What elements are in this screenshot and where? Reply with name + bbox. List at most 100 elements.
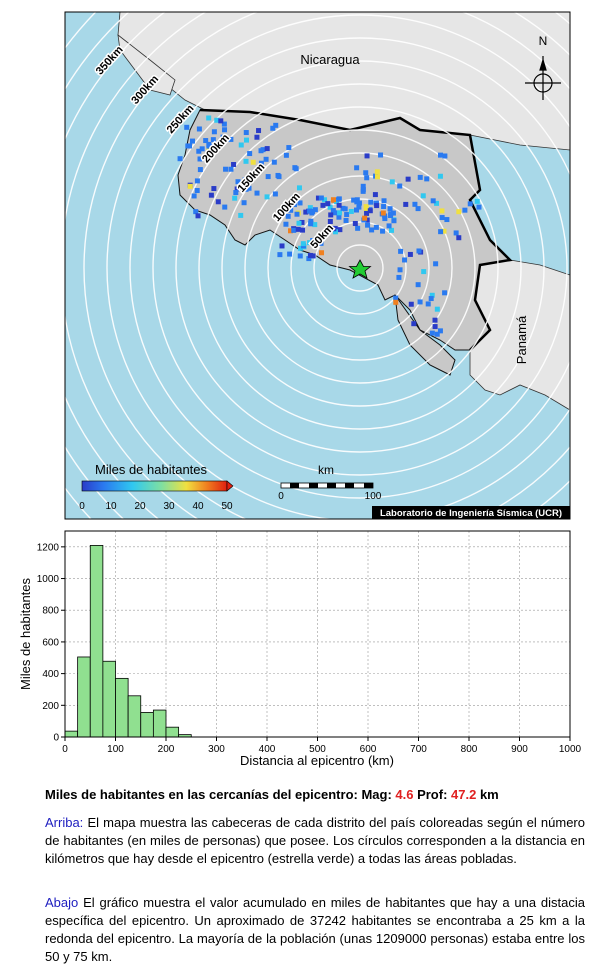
y-tick-label: 200 [42, 701, 59, 712]
x-axis-label: Distancia al epicentro (km) [240, 753, 394, 768]
district-dot [378, 152, 384, 158]
district-dot [364, 175, 370, 181]
district-dot [390, 210, 396, 216]
district-dot [388, 211, 394, 217]
district-dot [265, 174, 271, 180]
histogram-bar [165, 726, 180, 738]
district-dot [441, 228, 447, 234]
credit-box [372, 506, 570, 519]
district-dot [296, 220, 302, 226]
district-dot [194, 188, 200, 194]
district-dot [439, 208, 445, 214]
district-dot [243, 130, 249, 136]
district-dot [437, 173, 443, 179]
district-dot [405, 176, 411, 182]
magnitude-value: 4.6 [395, 787, 414, 802]
caption-title-prefix: Miles de habitantes en las cercanías del… [45, 787, 396, 802]
district-dot [476, 204, 482, 210]
district-dot [307, 208, 313, 214]
district-dot [195, 213, 201, 219]
district-dot [331, 226, 337, 232]
x-tick-label: 100 [107, 744, 124, 755]
district-dot [320, 202, 326, 208]
legend-tick: 10 [105, 501, 117, 512]
district-dot [420, 193, 426, 199]
district-dot [221, 136, 227, 142]
district-dot [391, 218, 397, 224]
district-dot [223, 166, 229, 172]
district-dot [256, 128, 262, 134]
district-dot [380, 228, 386, 234]
district-dot [332, 229, 338, 235]
map-frame [64, 11, 571, 520]
district-dot [254, 134, 260, 140]
district-dot [433, 261, 439, 267]
district-dot [211, 147, 217, 153]
district-dot [191, 193, 197, 199]
district-dot [206, 148, 212, 154]
district-dot [307, 240, 313, 246]
north-label: N [539, 34, 548, 48]
district-dot [196, 148, 202, 154]
district-dot [187, 183, 193, 189]
district-dot [277, 252, 283, 258]
district-dot [242, 177, 248, 183]
district-dot [374, 169, 380, 175]
x-tick-label: 300 [208, 744, 225, 755]
district-dot [283, 207, 289, 213]
district-dot [354, 165, 360, 171]
district-dot [337, 227, 343, 233]
district-dot [185, 143, 191, 149]
x-tick-label: 700 [410, 744, 427, 755]
country-label-nicaragua: Nicaragua [300, 52, 360, 67]
district-dot [254, 190, 260, 196]
x-tick-label: 800 [461, 744, 478, 755]
district-dot [235, 179, 241, 185]
district-dot [364, 210, 370, 216]
district-dot [210, 137, 216, 143]
district-dot [389, 227, 395, 233]
district-dot [381, 204, 387, 210]
district-dot [285, 213, 291, 219]
district-dot [177, 156, 183, 162]
district-dot [368, 199, 374, 205]
district-dot [356, 200, 362, 206]
district-dot [228, 166, 234, 172]
district-dot [363, 170, 369, 176]
district-dot [258, 160, 264, 166]
depth-label: Prof: [413, 787, 452, 802]
district-dot [297, 200, 303, 206]
nw-peninsula [117, 34, 176, 96]
district-dot [222, 127, 228, 133]
district-dot [243, 186, 249, 192]
caption-top: Arriba: El mapa muestra las cabeceras de… [45, 814, 585, 868]
legend-tick: 40 [192, 501, 204, 512]
distance-ring [129, 37, 570, 499]
district-dot [407, 251, 413, 257]
district-dot [327, 204, 333, 210]
district-dot [318, 195, 324, 201]
district-dot [367, 208, 373, 214]
district-dot [194, 178, 200, 184]
district-dot [300, 241, 306, 247]
district-dot [336, 214, 342, 220]
district-dot [291, 227, 297, 233]
district-dot [199, 146, 205, 152]
distance-ring [244, 152, 476, 384]
district-dot [264, 146, 270, 152]
district-dot [307, 205, 313, 211]
north-arrow-icon [525, 56, 561, 100]
district-dot [221, 121, 227, 127]
histogram-bar [140, 712, 154, 738]
district-dot [456, 209, 462, 215]
district-dot [360, 183, 366, 189]
district-dot [197, 167, 203, 173]
district-dot [415, 206, 421, 212]
district-dot [412, 201, 418, 207]
district-dot [354, 207, 360, 213]
district-dot [364, 217, 370, 223]
legend-tick: 20 [134, 501, 146, 512]
district-dot [296, 185, 302, 191]
x-tick-label: 900 [511, 744, 528, 755]
district-dot [403, 201, 409, 207]
